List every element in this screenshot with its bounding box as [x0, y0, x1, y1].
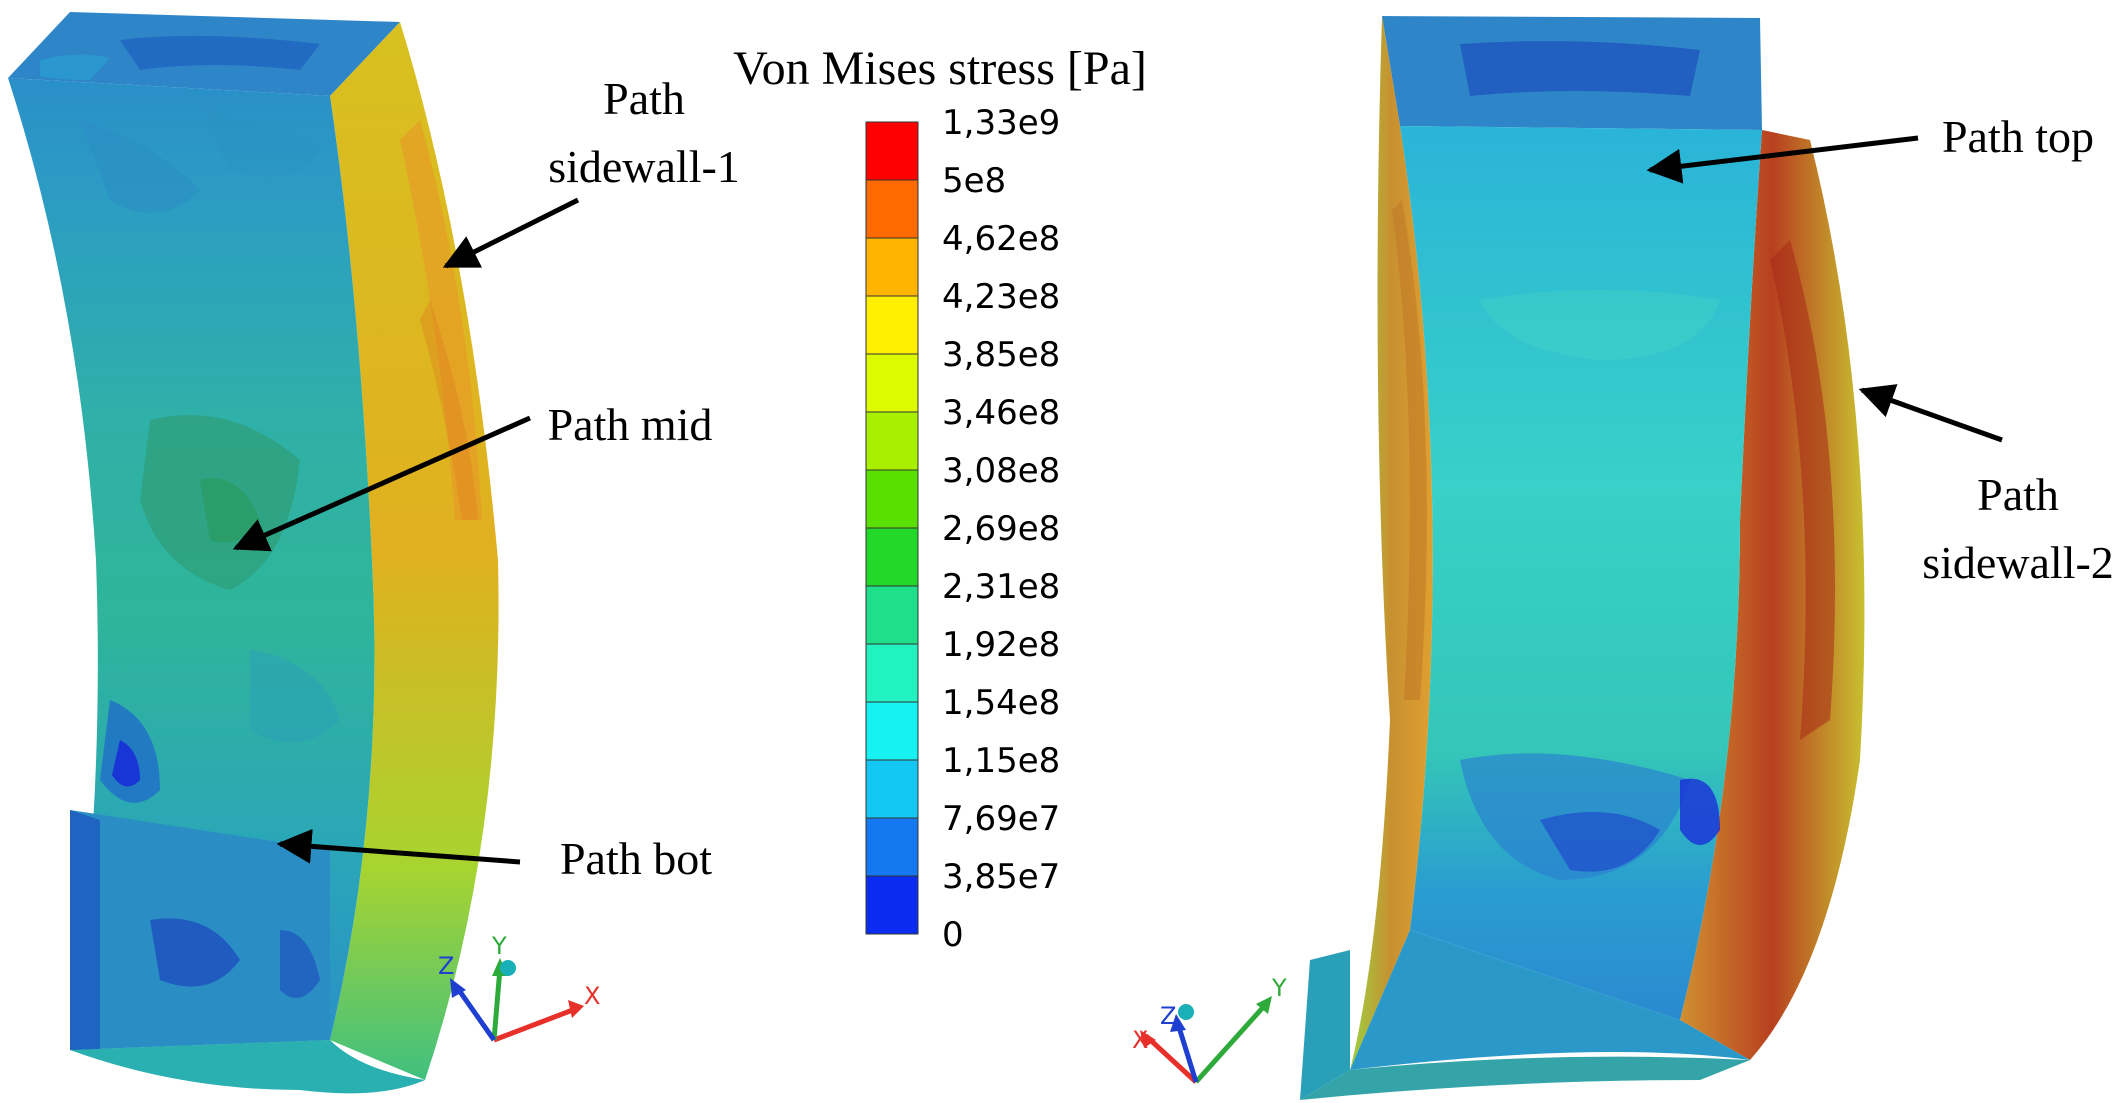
legend-level-label: 2,69e8: [942, 509, 1060, 549]
label-top: Path top: [1942, 111, 2094, 162]
legend-level-label: 3,08e8: [942, 451, 1060, 491]
legend-level-label: 2,31e8: [942, 567, 1060, 607]
annotations: Path sidewall-1 Path mid Path bot Path t…: [232, 73, 2114, 884]
legend-swatch: [865, 353, 919, 413]
legend-swatch: [865, 121, 919, 181]
legend-level-label: 3,46e8: [942, 393, 1060, 433]
legend-swatch: [865, 469, 919, 529]
legend-level-label: 5e8: [942, 161, 1006, 201]
legend-swatch: [865, 527, 919, 587]
right-right-wall: [1680, 130, 1865, 1060]
legend-swatch: [865, 759, 919, 819]
arrow-bot: [276, 828, 521, 865]
label-mid: Path mid: [548, 399, 713, 450]
legend-swatch: [865, 875, 919, 935]
legend-swatch: [865, 643, 919, 703]
legend-swatch: [865, 701, 919, 761]
label-sidewall2-line1: Path: [1977, 469, 2059, 520]
triad-right-y: Y: [1271, 974, 1287, 1002]
triad-left-x: X: [584, 982, 600, 1010]
triad-left-z: Z: [438, 952, 454, 980]
stress-legend: Von Mises stress [Pa] 1,33e9 5e8 4,62e8 4,2…: [733, 42, 1147, 955]
triad-left-y: Y: [491, 932, 507, 960]
arrow-mid: [232, 415, 532, 552]
left-model: [8, 12, 499, 1094]
arrow-top: [1646, 135, 1919, 184]
legend-level-label: 1,33e9: [942, 103, 1060, 143]
label-sidewall1-line2: sidewall-1: [548, 141, 740, 192]
legend-level-label: 4,62e8: [942, 219, 1060, 259]
legend-swatch: [865, 237, 919, 297]
right-inner-floor: [1400, 126, 1762, 1020]
triad-right-x: X: [1132, 1026, 1148, 1054]
triad-left: Z Y X: [438, 932, 600, 1043]
legend-level-label: 3,85e7: [942, 857, 1060, 897]
triad-right: Z X Y: [1132, 974, 1287, 1084]
legend-swatch: [865, 179, 919, 239]
triad-left-origin: [500, 960, 516, 976]
legend-level-label: 1,54e8: [942, 683, 1060, 723]
legend-swatch: [865, 585, 919, 645]
legend-title: Von Mises stress [Pa]: [733, 42, 1147, 95]
legend-swatch: [865, 295, 919, 355]
legend-level-label: 7,69e7: [942, 799, 1060, 839]
legend-swatch: [865, 817, 919, 877]
triad-right-origin: [1178, 1004, 1194, 1020]
triad-right-z: Z: [1160, 1002, 1176, 1030]
legend-level-label: 1,15e8: [942, 741, 1060, 781]
arrow-sidewall1: [442, 197, 580, 269]
legend-level-label: 1,92e8: [942, 625, 1060, 665]
right-model: [1300, 16, 1865, 1100]
label-sidewall2-line2: sidewall-2: [1922, 537, 2114, 588]
arrow-sidewall2: [1858, 384, 2003, 443]
legend-level-label: 4,23e8: [942, 277, 1060, 317]
legend-level-label: 3,85e8: [942, 335, 1060, 375]
legend-level-label: 0: [942, 915, 964, 955]
label-bot: Path bot: [560, 833, 712, 884]
legend-swatch: [865, 411, 919, 471]
label-sidewall1-line1: Path: [603, 73, 685, 124]
